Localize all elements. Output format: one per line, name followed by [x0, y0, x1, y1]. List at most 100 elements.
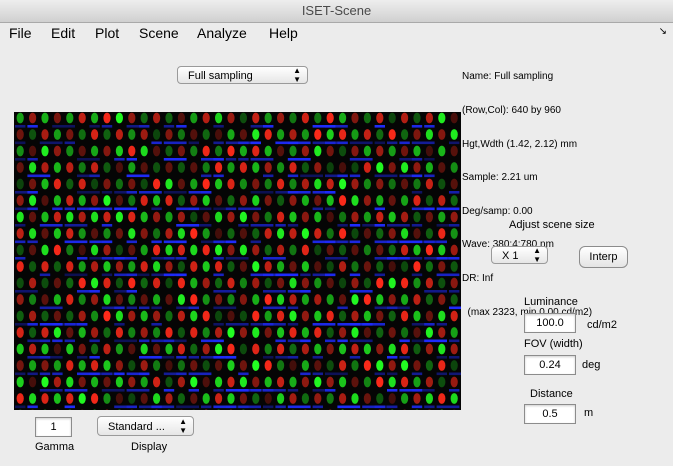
mosaic-blue-cell: [424, 174, 435, 178]
mosaic-red-cell: [252, 310, 260, 322]
mosaic-green-cell: [363, 145, 371, 157]
mosaic-green-cell: [177, 228, 185, 239]
mosaic-blue-cell: [411, 174, 423, 178]
mosaic-blue-cell: [287, 389, 299, 392]
mosaic-green-cell: [153, 228, 161, 239]
mosaic-blue-cell: [64, 405, 75, 409]
mosaic-blue-cell: [275, 405, 286, 409]
mosaic-blue-cell: [325, 207, 336, 211]
mosaic-red-cell: [425, 310, 433, 322]
mosaic-green-cell: [388, 376, 396, 388]
mosaic-red-cell: [66, 393, 74, 404]
mosaic-blue-cell: [114, 339, 137, 343]
mosaic-red-cell: [16, 393, 24, 404]
mosaic-red-cell: [239, 261, 247, 272]
mosaic-red-cell: [326, 178, 334, 190]
mosaic-red-cell: [289, 393, 297, 404]
fov-value: 0.24: [539, 359, 561, 371]
mosaic-red-cell: [177, 112, 185, 124]
scene-scale-select[interactable]: X 1 ▲ ▼: [491, 246, 548, 264]
mosaic-green-cell: [215, 343, 223, 355]
menu-help[interactable]: Help: [269, 25, 298, 41]
mosaic-red-cell: [301, 244, 309, 256]
fov-input[interactable]: 0.24: [524, 355, 576, 375]
mosaic-blue-cell: [287, 191, 311, 194]
mosaic-blue-cell: [213, 389, 224, 392]
mosaic-green-cell: [252, 195, 260, 206]
mosaic-green-cell: [16, 343, 24, 355]
mosaic-green-cell: [289, 244, 297, 256]
mosaic-red-cell: [363, 162, 371, 173]
toolbar-toggle-icon[interactable]: ↘: [658, 26, 667, 37]
mosaic-blue-cell: [39, 372, 51, 376]
mosaic-blue-cell: [275, 273, 299, 277]
mosaic-green-cell: [177, 360, 185, 371]
mosaic-green-cell: [190, 310, 198, 322]
mosaic-blue-cell: [424, 240, 447, 244]
mosaic-green-cell: [115, 376, 123, 388]
mosaic-red-cell: [177, 211, 185, 223]
scene-select[interactable]: Full sampling ▲ ▼: [177, 66, 308, 84]
mosaic-blue-cell: [27, 158, 38, 161]
mosaic-green-cell: [351, 195, 359, 206]
mosaic-green-cell: [53, 327, 62, 338]
mosaic-blue-cell: [411, 273, 423, 277]
menu-analyze[interactable]: Analyze: [197, 25, 247, 41]
menu-scene[interactable]: Scene: [139, 25, 179, 41]
mosaic-green-cell: [450, 393, 458, 404]
menu-plot[interactable]: Plot: [95, 25, 120, 41]
mosaic-red-cell: [29, 178, 37, 190]
mosaic-red-cell: [103, 244, 111, 256]
mosaic-blue-cell: [287, 273, 299, 277]
mosaic-blue-cell: [114, 257, 137, 260]
mosaic-green-cell: [190, 178, 198, 190]
luminance-unit: cd/m2: [587, 319, 617, 331]
mosaic-green-cell: [103, 393, 111, 404]
mosaic-green-cell: [202, 261, 210, 272]
mosaic-green-cell: [16, 277, 24, 289]
mosaic-green-cell: [16, 178, 24, 190]
mosaic-red-cell: [128, 310, 136, 322]
mosaic-blue-cell: [325, 257, 348, 260]
mosaic-green-cell: [314, 376, 322, 388]
mosaic-green-cell: [165, 244, 173, 256]
mosaic-red-cell: [351, 244, 359, 256]
mosaic-red-cell: [140, 228, 148, 239]
mosaic-red-cell: [165, 195, 173, 206]
mosaic-blue-cell: [387, 141, 398, 145]
mosaic-blue-cell: [27, 356, 51, 359]
mosaic-green-cell: [66, 145, 74, 157]
mosaic-blue-cell: [225, 389, 249, 392]
distance-label: Distance: [530, 388, 573, 400]
mosaic-blue-cell: [374, 207, 385, 211]
mosaic-red-cell: [326, 343, 334, 355]
mosaic-blue-cell: [374, 405, 398, 409]
luminance-input[interactable]: 100.0: [524, 313, 576, 333]
mosaic-green-cell: [128, 261, 136, 272]
mosaic-blue-cell: [27, 191, 38, 194]
mosaic-red-cell: [438, 195, 446, 206]
mosaic-red-cell: [29, 112, 37, 124]
mosaic-green-cell: [339, 178, 347, 190]
mosaic-blue-cell: [213, 339, 224, 343]
mosaic-blue-cell: [349, 290, 373, 293]
mosaic-green-cell: [16, 310, 24, 322]
mosaic-blue-cell: [139, 405, 162, 409]
mosaic-green-cell: [215, 310, 223, 322]
menu-file[interactable]: File: [9, 25, 32, 41]
display-select[interactable]: Standard ... ▲ ▼: [97, 416, 194, 436]
mosaic-green-cell: [301, 360, 309, 371]
mosaic-red-cell: [29, 343, 37, 355]
mosaic-green-cell: [153, 129, 161, 140]
interp-button[interactable]: Interp: [579, 246, 628, 268]
mosaic-green-cell: [41, 244, 49, 256]
luminance-label: Luminance: [524, 296, 578, 308]
mosaic-red-cell: [450, 145, 458, 157]
menu-edit[interactable]: Edit: [51, 25, 76, 41]
mosaic-blue-cell: [225, 141, 249, 145]
scene-image[interactable]: [14, 112, 461, 410]
gamma-input[interactable]: 1: [35, 417, 72, 437]
mosaic-blue-cell: [64, 141, 75, 145]
mosaic-red-cell: [140, 195, 148, 206]
distance-input[interactable]: 0.5: [524, 404, 576, 424]
